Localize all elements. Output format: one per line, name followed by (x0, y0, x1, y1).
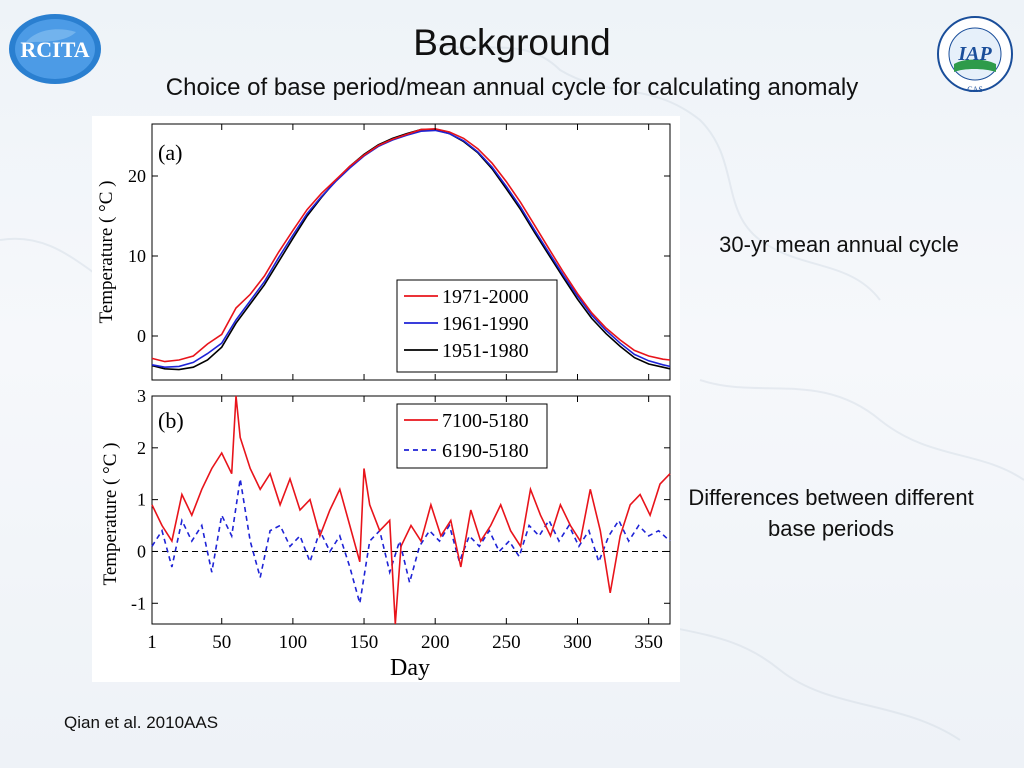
panel-b-legend-label: 7100-5180 (442, 410, 529, 432)
panel-a-label: (a) (158, 140, 182, 165)
panel-a-line-1971-2000 (151, 127, 671, 363)
panel-b-line-7100-5180 (151, 395, 671, 625)
rcita-logo: RCITA (9, 14, 101, 84)
panel-a-legend-label: 1951-1980 (442, 340, 529, 362)
rcita-logo-text: RCITA (20, 37, 89, 62)
panel-b-label: (b) (158, 408, 184, 433)
panel-a-ticks: 0 10 20 (128, 124, 670, 380)
panel-b-ytick-label: 3 (137, 386, 146, 406)
panel-a-ytick-label: 10 (128, 246, 146, 266)
panel-a-ylabel: Temperature ( °C ) (96, 181, 117, 324)
panel-b-xtick-label: 100 (279, 632, 308, 653)
panel-b-ytick-label: 2 (137, 438, 146, 458)
panel-b-xtick-label: 50 (212, 632, 231, 653)
panel-b-ytick-label: -1 (131, 593, 146, 613)
panel-b-ytick-label: 0 (137, 541, 146, 561)
iap-cas-logo: IAP CAS (937, 16, 1013, 94)
panel-a-legend-label: 1971-2000 (442, 286, 529, 308)
figure-panel: 0 10 20 (a) Temperature ( °C ) 1971-2000 19… (92, 116, 680, 682)
panel-b-ylabel: Temperature ( °C ) (100, 443, 121, 586)
panel-b-xlabel: Day (390, 655, 430, 681)
citation: Qian et al. 2010AAS (64, 713, 219, 732)
panel-b-xtick-label: 250 (492, 632, 521, 653)
panel-b-legend: 7100-5180 6190-5180 (396, 403, 548, 469)
panel-a-series (151, 127, 671, 371)
panel-b-legend-label: 6190-5180 (442, 440, 529, 462)
panel-b-xtick-label: 300 (563, 632, 592, 653)
panel-a-legend-label: 1961-1990 (442, 313, 529, 335)
panel-a-legend: 1971-2000 1961-1990 1951-1980 (396, 279, 558, 373)
panel-b-xtick-label: 350 (634, 632, 663, 653)
slide-subtitle: Choice of base period/mean annual cycle … (165, 74, 859, 101)
panel-b-ytick-label: 1 (137, 490, 146, 510)
cas-logo-text: CAS (967, 85, 983, 94)
annotation-annual-cycle: 30-yr mean annual cycle (719, 232, 959, 257)
panel-b-xtick-label: 1 (147, 632, 157, 653)
slide-title: Background (413, 22, 611, 63)
panel-b-xtick-label: 150 (350, 632, 379, 653)
panel-a-line-1961-1990 (151, 129, 671, 369)
iap-logo-text: IAP (957, 43, 992, 65)
panel-b-xtick-label: 200 (421, 632, 450, 653)
panel-a-ytick-label: 20 (128, 166, 146, 186)
panel-a-ytick-label: 0 (137, 326, 146, 346)
panel-b-series (151, 395, 671, 625)
annotation-base-periods: Differences between different base perio… (688, 485, 974, 541)
